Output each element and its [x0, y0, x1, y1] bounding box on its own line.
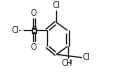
Text: S: S	[31, 26, 37, 35]
Text: O: O	[31, 43, 37, 52]
Text: Cl: Cl	[82, 53, 90, 62]
Text: Cl-: Cl-	[12, 26, 22, 35]
Text: Cl: Cl	[53, 1, 60, 10]
Text: O: O	[31, 9, 37, 18]
Text: CH: CH	[62, 59, 73, 68]
FancyBboxPatch shape	[32, 28, 36, 33]
Text: 3: 3	[69, 60, 72, 65]
